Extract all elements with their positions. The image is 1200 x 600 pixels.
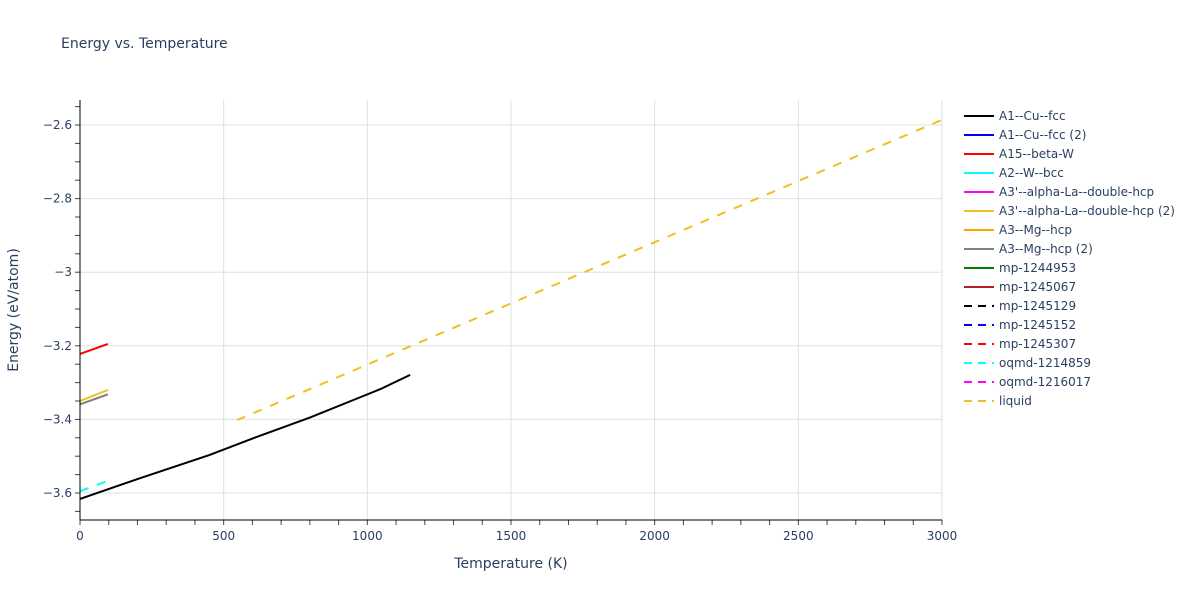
- y-tick-label: −3.4: [43, 412, 72, 426]
- y-tick-label: −2.8: [43, 192, 72, 206]
- x-tick-label: 2500: [783, 529, 814, 543]
- legend-item[interactable]: A3--Mg--hcp: [964, 220, 1175, 239]
- x-tick-label: 1500: [496, 529, 527, 543]
- legend-swatch-icon: [964, 114, 994, 117]
- x-axis-title: Temperature (K): [453, 556, 567, 572]
- legend-label: A15--beta-W: [999, 146, 1074, 161]
- legend-item[interactable]: A1--Cu--fcc: [964, 106, 1175, 125]
- legend-swatch-icon: [964, 133, 994, 136]
- x-tick-label: 1000: [352, 529, 383, 543]
- legend-item[interactable]: mp-1244953: [964, 258, 1175, 277]
- x-tick-label: 2000: [639, 529, 670, 543]
- y-tick-label: −3.6: [43, 486, 72, 500]
- legend-label: A3--Mg--hcp: [999, 222, 1072, 237]
- legend-label: A1--Cu--fcc (2): [999, 127, 1087, 142]
- legend-label: liquid: [999, 393, 1032, 408]
- chart-title: Energy vs. Temperature: [61, 36, 228, 52]
- legend-label: A3'--alpha-La--double-hcp: [999, 184, 1155, 199]
- legend-label: mp-1245152: [999, 317, 1077, 332]
- legend-swatch-icon: [964, 228, 994, 231]
- legend-label: oqmd-1216017: [999, 374, 1092, 389]
- legend-label: A2--W--bcc: [999, 165, 1064, 180]
- legend-swatch-icon: [964, 304, 994, 307]
- x-tick-label: 3000: [927, 529, 958, 543]
- y-tick-label: −2.6: [43, 118, 72, 132]
- legend-swatch-icon: [964, 266, 994, 269]
- legend-label: A1--Cu--fcc: [999, 108, 1066, 123]
- legend: A1--Cu--fcc A1--Cu--fcc (2) A15--beta-W A2-…: [964, 106, 1175, 410]
- legend-swatch-icon: [964, 323, 994, 326]
- legend-label: mp-1245129: [999, 298, 1077, 313]
- legend-swatch-icon: [964, 380, 994, 383]
- legend-item[interactable]: mp-1245152: [964, 315, 1175, 334]
- legend-label: oqmd-1214859: [999, 355, 1092, 370]
- trace-line: [79, 389, 109, 402]
- legend-swatch-icon: [964, 342, 994, 345]
- legend-swatch-icon: [964, 152, 994, 155]
- legend-swatch-icon: [964, 247, 994, 250]
- legend-item[interactable]: A3'--alpha-La--double-hcp (2): [964, 201, 1175, 220]
- legend-swatch-icon: [964, 361, 994, 364]
- legend-swatch-icon: [964, 285, 994, 288]
- x-tick-label: 0: [76, 529, 84, 543]
- legend-item[interactable]: A3--Mg--hcp (2): [964, 239, 1175, 258]
- legend-swatch-icon: [964, 190, 994, 193]
- trace-line: [79, 373, 411, 500]
- traces: [79, 118, 943, 500]
- legend-item[interactable]: A1--Cu--fcc (2): [964, 125, 1175, 144]
- legend-item[interactable]: A3'--alpha-La--double-hcp: [964, 182, 1175, 201]
- legend-item[interactable]: A2--W--bcc: [964, 163, 1175, 182]
- legend-label: A3'--alpha-La--double-hcp (2): [999, 203, 1175, 218]
- legend-item[interactable]: mp-1245129: [964, 296, 1175, 315]
- legend-label: mp-1244953: [999, 260, 1077, 275]
- legend-swatch-icon: [964, 171, 994, 174]
- trace-line: [236, 118, 943, 422]
- y-tick-label: −3: [54, 265, 72, 279]
- y-axis-title: Energy (eV/atom): [6, 248, 22, 372]
- legend-item[interactable]: liquid: [964, 391, 1175, 410]
- legend-label: mp-1245307: [999, 336, 1077, 351]
- axes: 0 500 1000 1500 2000 2500 3000 −2.6 −2.8 −3 −3.2 −3…: [43, 100, 957, 543]
- legend-label: A3--Mg--hcp (2): [999, 241, 1093, 256]
- y-tick-label: −3.2: [43, 339, 72, 353]
- x-tick-label: 500: [212, 529, 235, 543]
- legend-item[interactable]: A15--beta-W: [964, 144, 1175, 163]
- legend-item[interactable]: mp-1245307: [964, 334, 1175, 353]
- trace-line: [79, 479, 109, 493]
- legend-swatch-icon: [964, 209, 994, 212]
- legend-label: mp-1245067: [999, 279, 1077, 294]
- legend-swatch-icon: [964, 399, 994, 402]
- gridlines: [80, 100, 943, 520]
- trace-line: [79, 393, 109, 406]
- legend-item[interactable]: oqmd-1216017: [964, 372, 1175, 391]
- trace-line: [79, 343, 109, 355]
- legend-item[interactable]: oqmd-1214859: [964, 353, 1175, 372]
- legend-item[interactable]: mp-1245067: [964, 277, 1175, 296]
